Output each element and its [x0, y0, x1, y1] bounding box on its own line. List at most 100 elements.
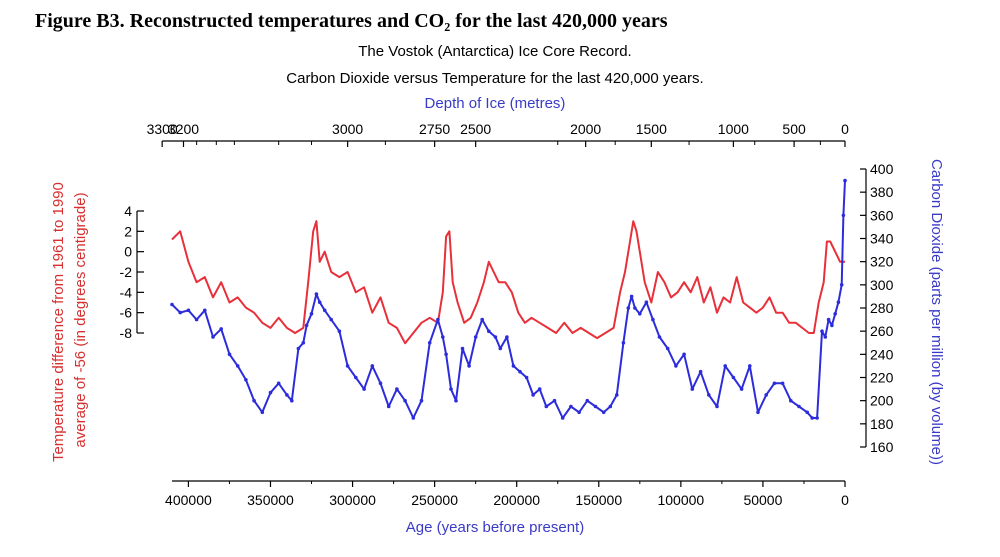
co2-data-point: [411, 416, 416, 420]
co2-data-point: [830, 323, 834, 328]
y-right-tick-label: 400: [870, 161, 894, 177]
y-right-tick-label: 260: [870, 323, 894, 339]
y-right-tick-label: 340: [870, 231, 894, 247]
co2-data-point: [505, 335, 509, 339]
co2-data-point: [178, 310, 182, 315]
co2-data-point: [370, 364, 375, 368]
y-left-axis-label: Temperature difference from 1961 to 1990…: [50, 178, 89, 462]
co2-data-point: [823, 335, 828, 339]
co2-data-point: [626, 306, 631, 310]
co2-data-point: [843, 178, 847, 183]
top-tick-label: 2000: [570, 121, 601, 137]
co2-data-point: [577, 410, 581, 415]
co2-data-point: [170, 302, 174, 307]
y-right-tick-label: 220: [870, 370, 894, 386]
top-tick-label: 3300: [147, 121, 178, 137]
y-right-tick-label: 280: [870, 300, 894, 316]
co2-data-point: [552, 398, 557, 403]
y-right-axis-label: Carbon Dioxide (parts per million (by vo…: [928, 159, 945, 465]
y-left-tick-label: -8: [120, 325, 133, 341]
co2-data-point: [296, 346, 301, 351]
co2-data-point: [638, 312, 642, 316]
y-left-tick-label: 4: [124, 203, 132, 219]
co2-data-point: [252, 398, 256, 403]
right-co2-axis: 400 380 360 340 320 300 280 260 240 220 200 180 160: [860, 161, 894, 455]
co2-data-point: [436, 317, 440, 322]
y-right-tick-label: 320: [870, 254, 894, 270]
co2-data-point: [386, 404, 391, 409]
co2-data-point: [665, 346, 670, 351]
co2-data-point: [544, 404, 549, 409]
co2-data-point: [698, 369, 703, 374]
y-left-tick-label: 2: [124, 223, 132, 239]
x-tick-label: 400000: [165, 492, 212, 508]
y-left-tick-label: -6: [120, 305, 133, 321]
co2-data-point: [345, 364, 350, 368]
co2-data-point: [731, 375, 736, 380]
co2-data-point: [186, 308, 191, 313]
top-tick-label: 0: [841, 121, 849, 137]
x-tick-label: 350000: [247, 492, 294, 508]
co2-data-point: [820, 329, 824, 334]
co2-data-point: [601, 410, 606, 415]
co2-data-point: [608, 404, 613, 409]
co2-data-point: [756, 410, 760, 415]
x-tick-label: 100000: [657, 492, 704, 508]
co2-data-point: [194, 317, 199, 322]
co2-data-point: [473, 335, 478, 339]
co2-series-line: [171, 180, 846, 419]
top-axis-label: Depth of Ice (metres): [425, 95, 566, 112]
co2-data-point: [322, 308, 327, 313]
co2-data-point: [449, 387, 453, 391]
co2-data-point: [690, 387, 695, 391]
co2-data-point: [651, 317, 655, 322]
top-tick-label: 3200: [168, 121, 199, 137]
co2-data-point: [629, 294, 634, 299]
co2-data-point: [805, 410, 809, 415]
co2-data-point: [723, 364, 727, 368]
x-tick-label: 150000: [575, 492, 622, 508]
co2-data-point: [674, 364, 678, 368]
y-right-tick-label: 200: [870, 393, 894, 409]
co2-data-point: [797, 404, 801, 409]
co2-data-point: [362, 387, 366, 391]
y-left-tick-label: -4: [120, 284, 133, 300]
co2-data-point: [317, 300, 322, 305]
top-tick-label: 3000: [332, 121, 363, 137]
co2-data-point: [644, 300, 649, 305]
co2-data-point: [203, 308, 207, 313]
x-tick-label: 50000: [743, 492, 782, 508]
co2-data-point: [444, 352, 448, 357]
co2-data-point: [487, 329, 491, 334]
co2-data-point: [748, 364, 752, 368]
y-right-tick-label: 240: [870, 346, 894, 362]
co2-data-point: [815, 416, 819, 420]
top-tick-label: 1000: [718, 121, 749, 137]
co2-data-point: [615, 393, 619, 397]
co2-data-point: [498, 346, 503, 351]
co2-data-point: [833, 312, 837, 316]
co2-data-point: [772, 381, 777, 386]
x-tick-label: 200000: [493, 492, 540, 508]
x-tick-label: 250000: [411, 492, 458, 508]
co2-data-point: [569, 404, 573, 409]
co2-data-point: [789, 398, 793, 403]
co2-data-point: [460, 346, 465, 351]
co2-data-point: [839, 283, 844, 287]
co2-data-point: [682, 352, 686, 357]
co2-data-point: [427, 341, 432, 345]
co2-data-point: [304, 323, 309, 328]
chart-subtitle-2: Carbon Dioxide versus Temperature for th…: [286, 70, 703, 87]
top-tick-label: 2500: [460, 121, 491, 137]
y-left-tick-label: -2: [120, 264, 133, 280]
co2-data-point: [395, 387, 399, 391]
co2-data-point: [276, 381, 281, 386]
x-tick-label: 300000: [329, 492, 376, 508]
y-right-tick-label: 380: [870, 184, 894, 200]
co2-data-point: [480, 317, 485, 322]
co2-data-point: [354, 375, 358, 380]
co2-data-point: [836, 300, 841, 305]
co2-data-point: [739, 387, 744, 391]
y-right-tick-label: 160: [870, 439, 894, 455]
